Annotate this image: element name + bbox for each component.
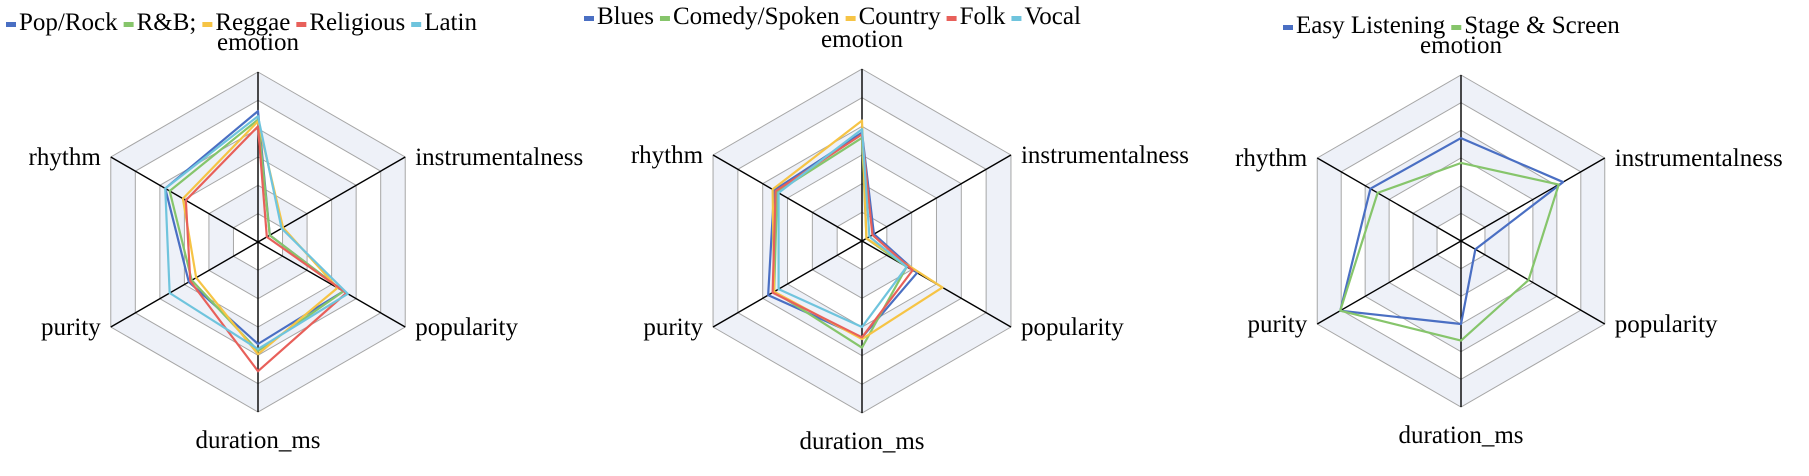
radar-series-5: [164, 115, 349, 351]
legend-label: Folk: [960, 3, 1006, 30]
legend-swatch: [296, 22, 307, 27]
legend-swatch: [202, 22, 213, 27]
legend-swatch: [659, 16, 670, 21]
radar-series-1: [1339, 136, 1565, 326]
legend-label: R&B;: [137, 9, 197, 36]
radar-panel-2: emotion instrumentalness popularity duratio…: [584, 3, 1189, 455]
radar-axis-line: [861, 154, 1012, 242]
legend-label: Vocal: [1024, 3, 1081, 30]
radar-axis-line: [1316, 157, 1462, 242]
legend-swatch: [1451, 25, 1462, 30]
legend-swatch: [946, 16, 957, 21]
legend-swatch: [6, 22, 16, 27]
axis-label: instrumentalness: [415, 144, 583, 171]
legend-label: Stage & Screen: [1464, 12, 1620, 39]
axis-label: duration_ms: [196, 427, 321, 454]
axis-label: emotion: [1420, 32, 1502, 59]
legend-label: Latin: [424, 9, 477, 36]
radar-panel-3: emotion instrumentalness popularity duratio…: [1235, 12, 1783, 449]
radar-series-2: [168, 118, 345, 352]
radar-axis-line: [712, 240, 863, 328]
axis-label: emotion: [821, 26, 903, 53]
axis-label: emotion: [217, 29, 299, 56]
legend-label: Pop/Rock: [19, 9, 118, 36]
legend-label: Reggae: [215, 9, 290, 36]
radar-axis-line: [712, 154, 863, 242]
axis-label: popularity: [1615, 311, 1718, 338]
radar-series-4: [184, 125, 348, 373]
axis-label: instrumentalness: [1615, 145, 1783, 172]
axis-label: popularity: [1021, 314, 1124, 341]
axis-label: rhythm: [1235, 145, 1308, 172]
radar-series-2: [1339, 161, 1560, 342]
axis-label: rhythm: [29, 144, 102, 171]
radar-axis-line: [110, 156, 259, 243]
radar-series-5: [777, 128, 908, 329]
axis-label: duration_ms: [1399, 422, 1524, 449]
legend-label: Country: [859, 3, 941, 30]
axis-label: purity: [643, 314, 703, 341]
radar-series-3: [181, 120, 339, 356]
axis-label: purity: [1248, 311, 1308, 338]
radar-axis-line: [110, 241, 259, 328]
axis-label: popularity: [415, 314, 518, 341]
axis-label: instrumentalness: [1021, 142, 1189, 169]
legend-swatch: [411, 22, 422, 27]
axis-label: purity: [41, 314, 101, 341]
legend-swatch: [123, 22, 134, 27]
legend-label: Religious: [309, 9, 405, 36]
legend-swatch: [584, 16, 594, 21]
radar-axis-line: [257, 241, 406, 328]
radar-series-4: [771, 133, 914, 339]
radar-axis-line: [1460, 157, 1606, 242]
axis-label: rhythm: [631, 142, 704, 169]
legend-label: Easy Listening: [1296, 12, 1446, 39]
radar-panel-1: emotion instrumentalness popularity duratio…: [6, 9, 583, 454]
legend-swatch: [1011, 16, 1022, 21]
legend-label: Blues: [597, 3, 654, 30]
legend-swatch: [1283, 25, 1293, 30]
legend-swatch: [845, 16, 856, 21]
axis-label: duration_ms: [800, 428, 925, 455]
legend-label: Comedy/Spoken: [673, 3, 840, 30]
radar-axis-line: [1460, 240, 1606, 325]
radar-series-3: [771, 119, 944, 341]
